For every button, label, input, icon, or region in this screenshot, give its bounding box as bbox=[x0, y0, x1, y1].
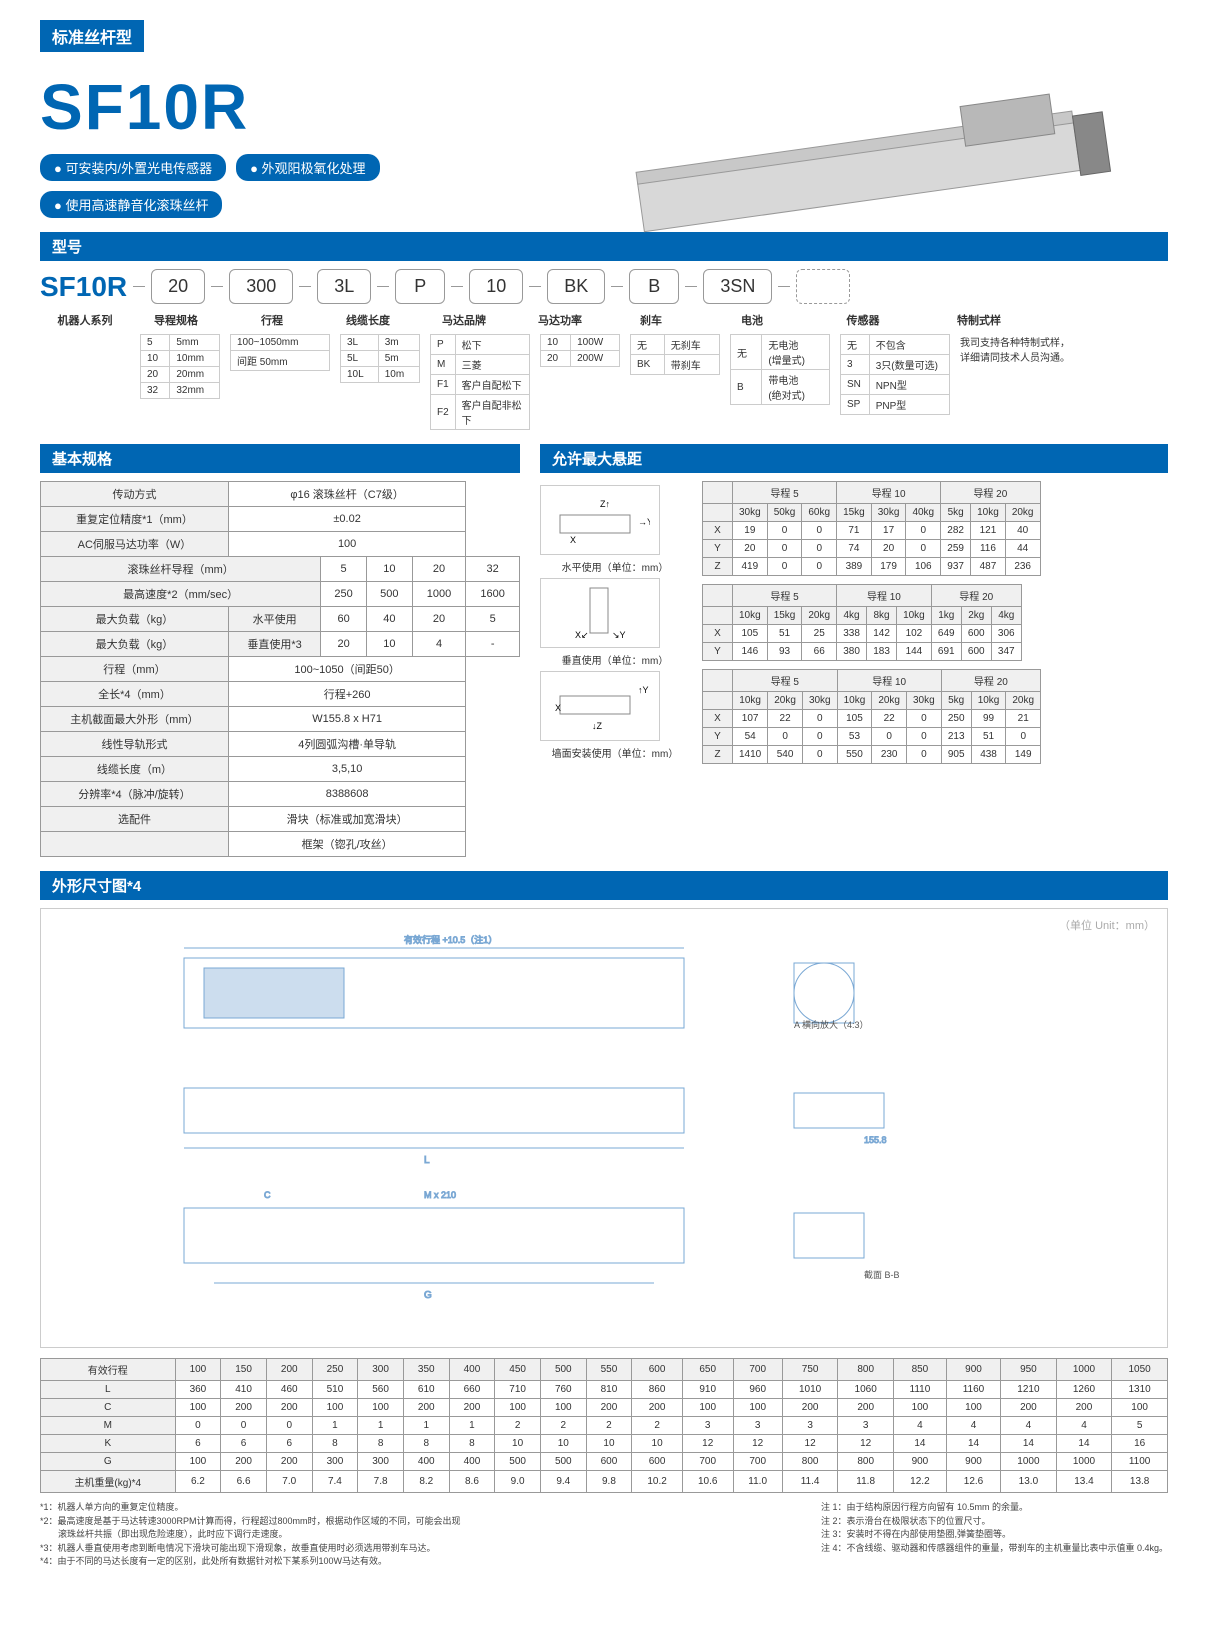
dimension-table: 有效行程100150200250300350400450500550600650… bbox=[40, 1358, 1168, 1493]
svg-text:↑Y: ↑Y bbox=[638, 685, 649, 695]
spec-table: 传动方式φ16 滚珠丝杆（C7级）重复定位精度*1（mm）±0.02AC伺服马达… bbox=[40, 481, 520, 857]
diagram-wall: ↑Y ↓Z X bbox=[540, 671, 660, 741]
svg-text:X: X bbox=[570, 535, 576, 545]
model-labels: 机器人系列 导程规格 行程 线缆长度 马达品牌 马达功率 刹车 电池 传感器 特… bbox=[40, 312, 1168, 328]
options-row: 55mm 1010mm 2020mm 3232mm 100~1050mm 间距 … bbox=[40, 334, 1168, 430]
category-header: 标准丝杆型 bbox=[40, 20, 144, 52]
footnotes: *1：机器人单方向的重复定位精度。*2：最高速度是基于马达转速3000RPM计算… bbox=[40, 1501, 1168, 1569]
svg-text:Z↑: Z↑ bbox=[600, 499, 610, 509]
svg-text:G: G bbox=[424, 1290, 432, 1301]
model-base: SF10R bbox=[40, 271, 127, 303]
svg-text:X↙: X↙ bbox=[575, 630, 589, 640]
diagram-horizontal: Z↑ →Y X bbox=[540, 485, 660, 555]
model-part-custom bbox=[796, 269, 850, 304]
diagram-vertical: X↙ ↘Y bbox=[540, 578, 660, 648]
model-part: 3L bbox=[317, 269, 371, 304]
svg-text:↓Z: ↓Z bbox=[592, 721, 603, 731]
model-part: 10 bbox=[469, 269, 523, 304]
svg-text:155.8: 155.8 bbox=[864, 1135, 887, 1145]
model-part: 300 bbox=[229, 269, 293, 304]
svg-text:A 横向放大（4:3）: A 横向放大（4:3） bbox=[794, 1019, 869, 1030]
feature-pill: ● 使用高速静音化滚珠丝杆 bbox=[40, 191, 222, 218]
overhang-table-h: 导程 5导程 10导程 2030kg50kg60kg15kg30kg40kg5k… bbox=[702, 481, 1041, 576]
svg-text:M x 210: M x 210 bbox=[424, 1190, 456, 1200]
svg-text:有效行程 +10.5（注1）: 有效行程 +10.5（注1） bbox=[404, 934, 497, 945]
overhang-table-v: 导程 5导程 10导程 2010kg15kg20kg4kg8kg10kg1kg2… bbox=[702, 584, 1022, 661]
svg-text:→Y: →Y bbox=[638, 517, 650, 527]
model-part: P bbox=[395, 269, 445, 304]
feature-pill: ● 外观阳极氧化处理 bbox=[236, 154, 379, 181]
section-dim: 外形尺寸图*4 bbox=[40, 871, 1168, 900]
model-part: BK bbox=[547, 269, 605, 304]
svg-text:X: X bbox=[555, 703, 561, 713]
section-overhang: 允许最大悬距 bbox=[540, 444, 1168, 473]
dimension-drawing: （单位 Unit：mm） 有效行程 +10.5（注1） L 155.8 G CM… bbox=[40, 908, 1168, 1348]
svg-text:L: L bbox=[424, 1155, 430, 1166]
svg-text:截面 B-B: 截面 B-B bbox=[864, 1269, 900, 1280]
model-code-row: SF10R 20 300 3L P 10 BK B 3SN bbox=[40, 269, 1168, 304]
feature-pill: ● 可安装内/外置光电传感器 bbox=[40, 154, 226, 181]
model-part: 20 bbox=[151, 269, 205, 304]
section-spec: 基本规格 bbox=[40, 444, 520, 473]
svg-text:↘Y: ↘Y bbox=[612, 630, 626, 640]
svg-text:C: C bbox=[264, 1190, 271, 1200]
overhang-table-w: 导程 5导程 10导程 2010kg20kg30kg10kg20kg30kg5k… bbox=[702, 669, 1041, 764]
